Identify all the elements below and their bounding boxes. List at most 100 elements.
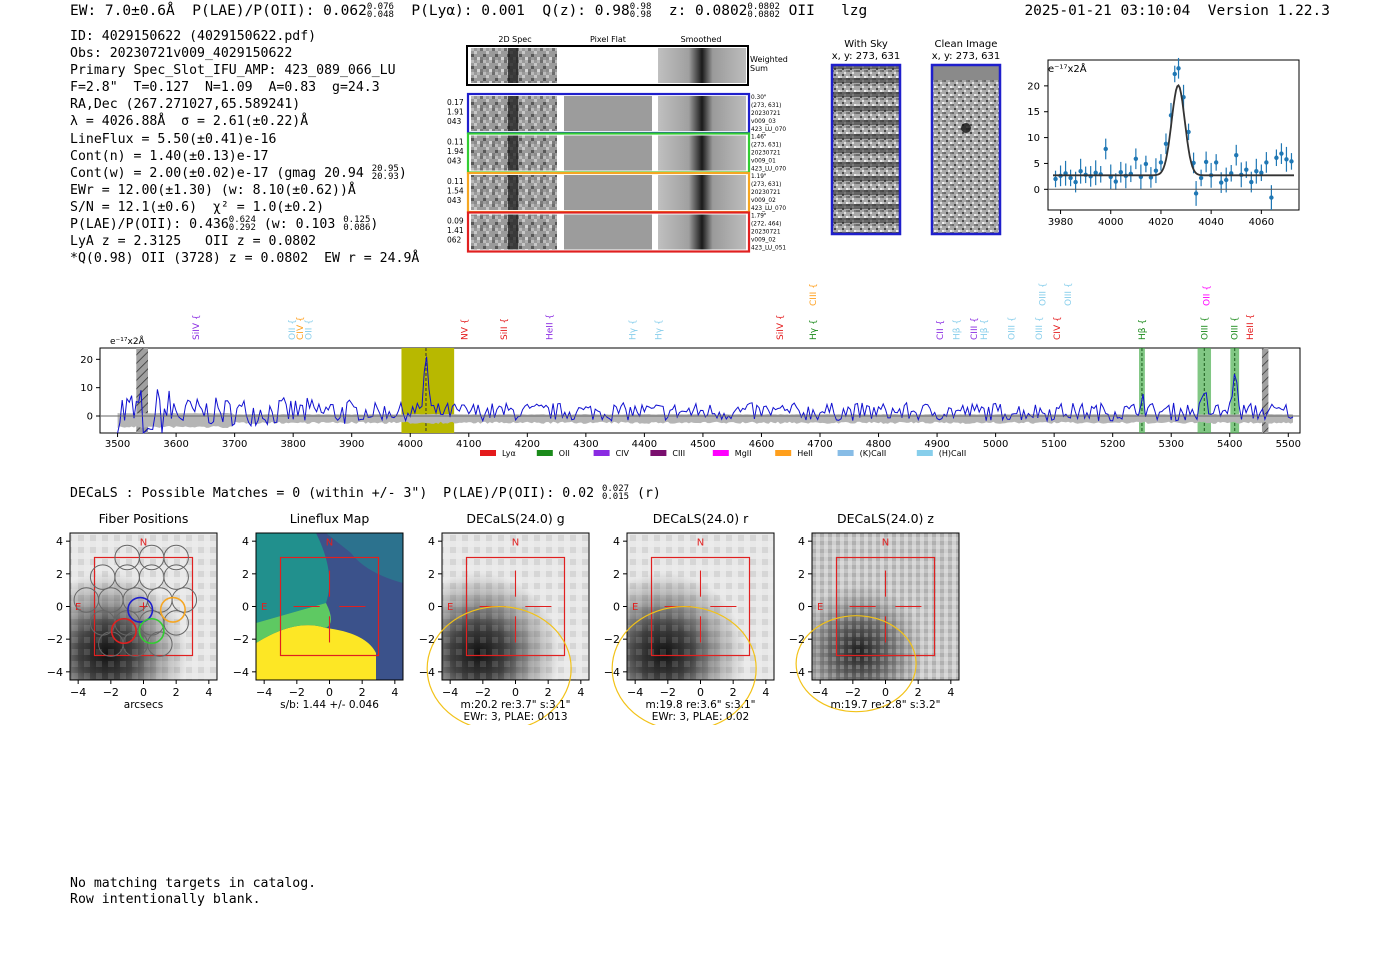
panel-xtick-label: 4: [577, 686, 584, 699]
legend-swatch: [593, 450, 610, 456]
panel-xtick-label: 0: [140, 686, 147, 699]
row-right-label: 1.19": [751, 174, 767, 180]
fit-point: [1053, 176, 1058, 182]
line-marker-label: NV {: [461, 319, 471, 340]
spec-xtick-label: 5000: [983, 439, 1008, 450]
fit-point: [1244, 167, 1249, 172]
panel-ytick-label: −2: [233, 633, 249, 646]
compass-e: E: [261, 602, 267, 613]
spec-ytick-label: 0: [87, 412, 93, 423]
fit-point: [1133, 156, 1139, 161]
info-contw-text: Cont(w) = 2.00(±0.02)e-17 (gmag 20.94: [70, 165, 364, 181]
info-ewr: EWr = 12.00(±1.30) (w: 8.10(±0.62))Å: [70, 182, 356, 198]
panel-ytick-label: −2: [604, 633, 620, 646]
spec-xtick-label: 4900: [924, 439, 949, 450]
row-pixelflat: [564, 175, 652, 210]
line-marker-label: CIII {: [809, 283, 819, 306]
panel-xtick-label: −2: [103, 686, 119, 699]
line-marker-label: OII {: [1202, 285, 1212, 306]
fiber-circle: [163, 564, 189, 590]
row-right-label: 20230721: [751, 111, 781, 117]
fiber-circle: [147, 631, 173, 657]
spec-xtick-label: 3600: [163, 439, 188, 450]
info-primary: Primary Spec_Slot_IFU_AMP: 423_089_066_L…: [70, 63, 396, 79]
row-right-label: 0.30": [751, 95, 767, 101]
decals-panel: DECaLS(24.0) r N E 4 −4 2 −2 0 0 −2 2 −4 4 m:19.8 re:…: [604, 511, 775, 725]
fit-point: [1093, 170, 1098, 175]
row-right-label: 1.79": [751, 214, 767, 220]
panel-ytick-label: 4: [428, 535, 435, 548]
fit-xtick-label: 3980: [1048, 217, 1073, 228]
row-left-label: 1.94: [447, 147, 464, 156]
row-smoothed: [658, 96, 746, 131]
masked-band: [136, 348, 148, 433]
fit-ytick-label: 0: [1034, 185, 1040, 196]
row-left-label: 0.11: [447, 177, 464, 186]
fit-unit-label: e⁻¹⁷x2Å: [1048, 62, 1087, 75]
version: Version 1.22.3: [1207, 3, 1330, 19]
line-marker-label: Hβ {: [1138, 319, 1148, 340]
panel-ytick-label: 2: [798, 568, 805, 581]
row-right-label: v009_01: [751, 159, 776, 165]
aperture-box: [279, 556, 380, 657]
line-marker-label: CIII {: [970, 317, 980, 340]
panel-ytick-label: −4: [789, 666, 805, 679]
with-sky-coords: x, y: 273, 631: [832, 51, 901, 62]
footer-notes: No matching targets in catalog. Row inte…: [70, 876, 316, 907]
headline-z-lo: 0.0802: [747, 10, 780, 20]
panel-ytick-label: 2: [613, 568, 620, 581]
spectrum-error-band: [117, 413, 1294, 428]
row-right-label: 1.46": [751, 135, 767, 141]
row-right-label: (273, 631): [751, 143, 781, 149]
decals-headline: DECaLS : Possible Matches = 0 (within +/…: [70, 485, 661, 502]
panel-xtick-label: 2: [915, 686, 922, 699]
panel-ytick-label: 2: [428, 568, 435, 581]
panel-ytick-label: 0: [613, 601, 620, 614]
fit-ytick-label: 10: [1027, 133, 1040, 144]
fit-point: [1284, 157, 1289, 162]
spec-xtick-label: 3800: [280, 439, 305, 450]
headline-qz-hi: 0.98: [629, 2, 652, 12]
fit-xtick-label: 4060: [1249, 217, 1274, 228]
spec-xtick-label: 4200: [515, 439, 540, 450]
cutout-pixels: [627, 533, 774, 680]
fit-point: [1078, 169, 1083, 174]
legend-swatch: [712, 450, 729, 456]
line-marker-label: CIV {: [296, 316, 306, 340]
panel-ytick-label: 4: [242, 535, 249, 548]
info-plae-end: ): [370, 217, 379, 233]
info-contw-lo: 20.93: [371, 171, 399, 182]
info-id: ID: 4029150622 (4029150622.pdf): [70, 29, 317, 44]
aperture-box: [93, 556, 194, 657]
line-marker-label: OII {: [304, 319, 314, 340]
fiber-orange: [159, 596, 186, 623]
spec-xtick-label: 3700: [222, 439, 247, 450]
line-marker-label: OIII {: [1230, 316, 1240, 340]
headline-zline: OII: [788, 3, 815, 19]
info-plae: P(LAE)/P(OII): 0.436 0.624 0.292 (w: 0.103…: [70, 216, 419, 233]
weighted-label-2: Sum: [750, 64, 768, 73]
compass-n: N: [882, 537, 889, 548]
info-radec: RA,Dec (267.271027,65.589241): [70, 97, 301, 113]
col-header-2dspec: 2D Spec: [498, 35, 531, 44]
spec-xtick-label: 5400: [1217, 439, 1242, 450]
fit-point: [1163, 141, 1169, 146]
panel-caption: m:19.8 re:3.6" s:3.1": [646, 699, 756, 711]
spec-xtick-label: 4500: [690, 439, 715, 450]
info-plae-lo: 0.292: [228, 223, 256, 234]
panel-ytick-label: 4: [56, 535, 63, 548]
fit-point: [1259, 170, 1264, 175]
panel-xtick-label: 2: [545, 686, 552, 699]
line-marker-label: OIII {: [1064, 282, 1074, 306]
fit-ytick-label: 5: [1034, 159, 1040, 170]
spec-xtick-label: 4600: [749, 439, 774, 450]
panel-ytick-label: 4: [798, 535, 805, 548]
spec-xtick-label: 4800: [866, 439, 891, 450]
row-right-label: (272, 464): [751, 222, 781, 228]
row-right-label: v009_02: [751, 198, 776, 204]
compass-n: N: [512, 537, 519, 548]
line-markers: SiIV {OII {CIV {OII {NV {SiII {HeII {Hγ …: [192, 282, 1256, 340]
aperture-box: [835, 556, 936, 657]
row-smoothed: [658, 135, 746, 171]
row-right-label: 20230721: [751, 190, 781, 196]
